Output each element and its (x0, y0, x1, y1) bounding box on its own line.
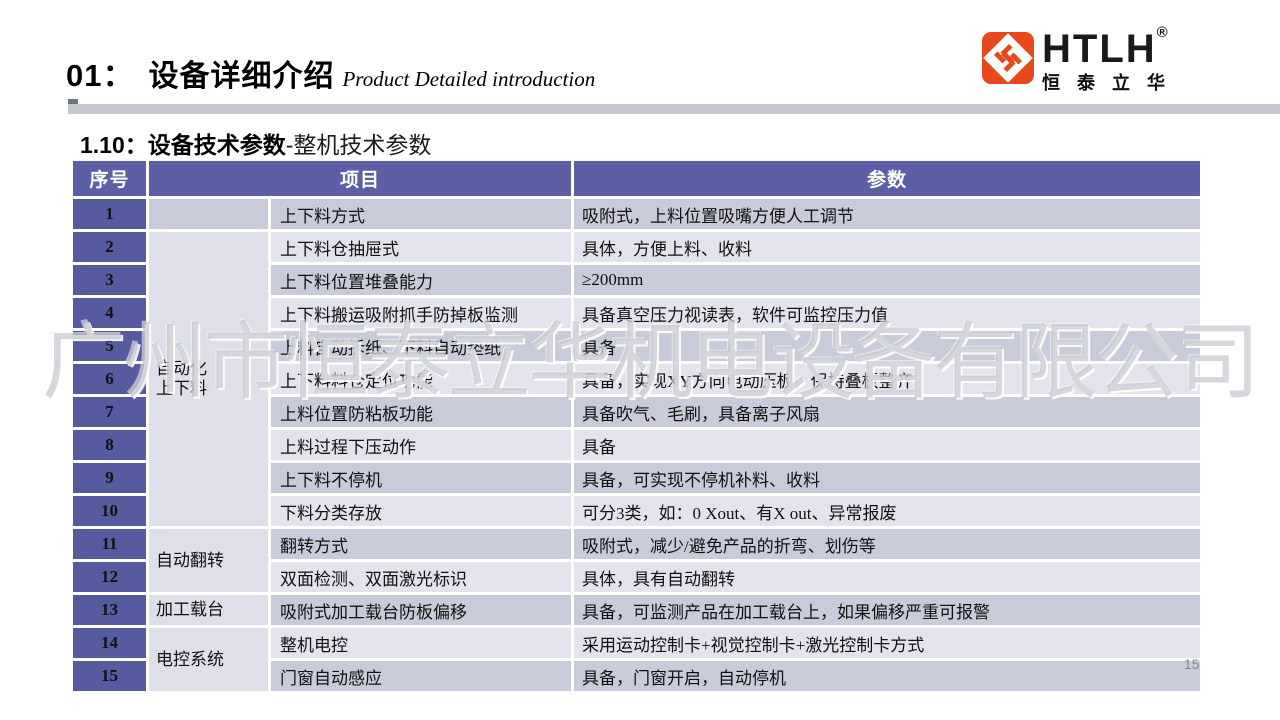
company-logo: HTLH ® 恒泰立华 (980, 25, 1182, 95)
table-row: 3 上下料位置堆叠能力 ≥200mm (70, 262, 1204, 298)
row-number-cell: 7 (70, 394, 149, 430)
row-number-cell: 12 (70, 559, 149, 595)
column-header-item: 项目 (145, 158, 575, 199)
row-number-cell: 5 (70, 328, 149, 364)
logo-text: HTLH ® 恒泰立华 (1042, 25, 1182, 95)
table-row: 10 下料分类存放 可分3类，如：0 Xout、有X out、异常报废 (70, 493, 1204, 529)
table-row: 5 上料自动拆纸、下料自动垫纸 具备 (70, 328, 1204, 364)
param-cell: 具备，实现XY方向电动压板，保持叠板整齐 (571, 361, 1204, 397)
param-cell: 吸附式，减少/避免产品的折弯、划伤等 (571, 526, 1204, 562)
divider-notch (68, 99, 78, 105)
item-cell: 上料位置防粘板功能 (267, 394, 575, 430)
divider-bar (68, 104, 1280, 114)
group-cell (146, 196, 271, 232)
registered-trademark-symbol: ® (1156, 24, 1168, 41)
param-cell: 具备 (571, 427, 1204, 463)
table-row: 14 电控系统 整机电控 采用运动控制卡+视觉控制卡+激光控制卡方式 (70, 625, 1204, 694)
page-number: 15 (1184, 656, 1200, 672)
table-row: 7 上料位置防粘板功能 具备吹气、毛刷，具备离子风扇 (70, 394, 1204, 430)
logo-brand-chinese: 恒泰立华 (1042, 73, 1182, 93)
group-cell: 自动翻转 (146, 526, 271, 595)
group-cell: 电控系统 (146, 625, 271, 694)
item-cell: 上下料搬运吸附抓手防掉板监测 (267, 295, 575, 331)
param-cell: 具备吹气、毛刷，具备离子风扇 (571, 394, 1204, 430)
param-cell: 具体，方便上料、收料 (571, 229, 1204, 265)
group-cell: 加工载台 (146, 592, 271, 628)
slide-title: 01： 设备详细介绍 Product Detailed introduction (66, 50, 595, 95)
param-cell: 可分3类，如：0 Xout、有X out、异常报废 (571, 493, 1204, 529)
row-number-cell: 1 (70, 196, 149, 232)
spec-table-header-row: 序号 项目 参数 (70, 158, 1204, 199)
item-cell: 下料分类存放 (267, 493, 575, 529)
table-row: 9 上下料不停机 具备，可实现不停机补料、收料 (70, 460, 1204, 496)
table-row: 12 双面检测、双面激光标识 具体，具有自动翻转 (70, 559, 1204, 595)
param-cell: 具备，可监测产品在加工载台上，如果偏移严重可报警 (571, 592, 1204, 628)
param-cell: ≥200mm (571, 262, 1204, 298)
section-number: 01： (66, 58, 135, 93)
table-row: 8 上料过程下压动作 具备 (70, 427, 1204, 463)
item-cell: 上料自动拆纸、下料自动垫纸 (267, 328, 575, 364)
item-cell: 双面检测、双面激光标识 (267, 559, 575, 595)
title-english: Product Detailed introduction (342, 67, 596, 91)
row-number-cell: 15 (70, 658, 149, 694)
table-row: 4 上下料搬运吸附抓手防掉板监测 具备真空压力视读表，软件可监控压力值 (70, 295, 1204, 331)
param-cell: 具备真空压力视读表，软件可监控压力值 (571, 295, 1204, 331)
param-cell: 具备 (571, 328, 1204, 364)
section-subtitle: 1.10：设备技术参数-整机技术参数 (80, 126, 431, 160)
row-number-cell: 2 (70, 229, 149, 265)
spec-table: 序号 项目 参数 1 上下料方式 吸附式，上料位置吸嘴方便人工调节 2 自动化 上下料上… (70, 158, 1204, 694)
param-cell: 具体，具有自动翻转 (571, 559, 1204, 595)
group-cell: 自动化 上下料 (146, 229, 271, 529)
param-cell: 具备，门窗开启，自动停机 (571, 658, 1204, 694)
row-number-cell: 13 (70, 592, 149, 628)
row-number-cell: 8 (70, 427, 149, 463)
param-cell: 具备，可实现不停机补料、收料 (571, 460, 1204, 496)
row-number-cell: 10 (70, 493, 149, 529)
item-cell: 上料过程下压动作 (267, 427, 575, 463)
title-chinese: 设备详细介绍 (148, 60, 335, 93)
column-header-parameter: 参数 (571, 158, 1204, 199)
item-cell: 整机电控 (267, 625, 575, 661)
item-cell: 上下料仓抽屉式 (267, 229, 575, 265)
row-number-cell: 14 (70, 625, 149, 661)
item-cell: 翻转方式 (267, 526, 575, 562)
item-cell: 上下料位置堆叠能力 (267, 262, 575, 298)
param-cell: 吸附式，上料位置吸嘴方便人工调节 (571, 196, 1204, 232)
htlh-diamond-monogram-icon (982, 32, 1034, 84)
table-row: 13 加工载台 吸附式加工载台防板偏移 具备，可监测产品在加工载台上，如果偏移严重可报… (70, 592, 1204, 628)
item-cell: 上下料方式 (267, 196, 575, 232)
subtitle-bold-part: 1.10：设备技术参数 (80, 132, 286, 158)
column-header-index: 序号 (70, 158, 149, 199)
table-row: 15 门窗自动感应 具备，门窗开启，自动停机 (70, 658, 1204, 694)
row-number-cell: 9 (70, 460, 149, 496)
table-row: 11 自动翻转 翻转方式 吸附式，减少/避免产品的折弯、划伤等 (70, 526, 1204, 595)
row-number-cell: 6 (70, 361, 149, 397)
logo-brand-name: HTLH (1042, 27, 1157, 71)
item-cell: 上下料不停机 (267, 460, 575, 496)
item-cell: 门窗自动感应 (267, 658, 575, 694)
item-cell: 吸附式加工载台防板偏移 (267, 592, 575, 628)
row-number-cell: 3 (70, 262, 149, 298)
subtitle-regular-part: -整机技术参数 (285, 132, 432, 158)
item-cell: 上下料料仓定位功能 (267, 361, 575, 397)
row-number-cell: 4 (70, 295, 149, 331)
table-row: 1 上下料方式 吸附式，上料位置吸嘴方便人工调节 (70, 196, 1204, 232)
param-cell: 采用运动控制卡+视觉控制卡+激光控制卡方式 (571, 625, 1204, 661)
table-row: 2 自动化 上下料 上下料仓抽屉式 具体，方便上料、收料 (70, 229, 1204, 529)
row-number-cell: 11 (70, 526, 149, 562)
table-row: 6 上下料料仓定位功能 具备，实现XY方向电动压板，保持叠板整齐 (70, 361, 1204, 397)
